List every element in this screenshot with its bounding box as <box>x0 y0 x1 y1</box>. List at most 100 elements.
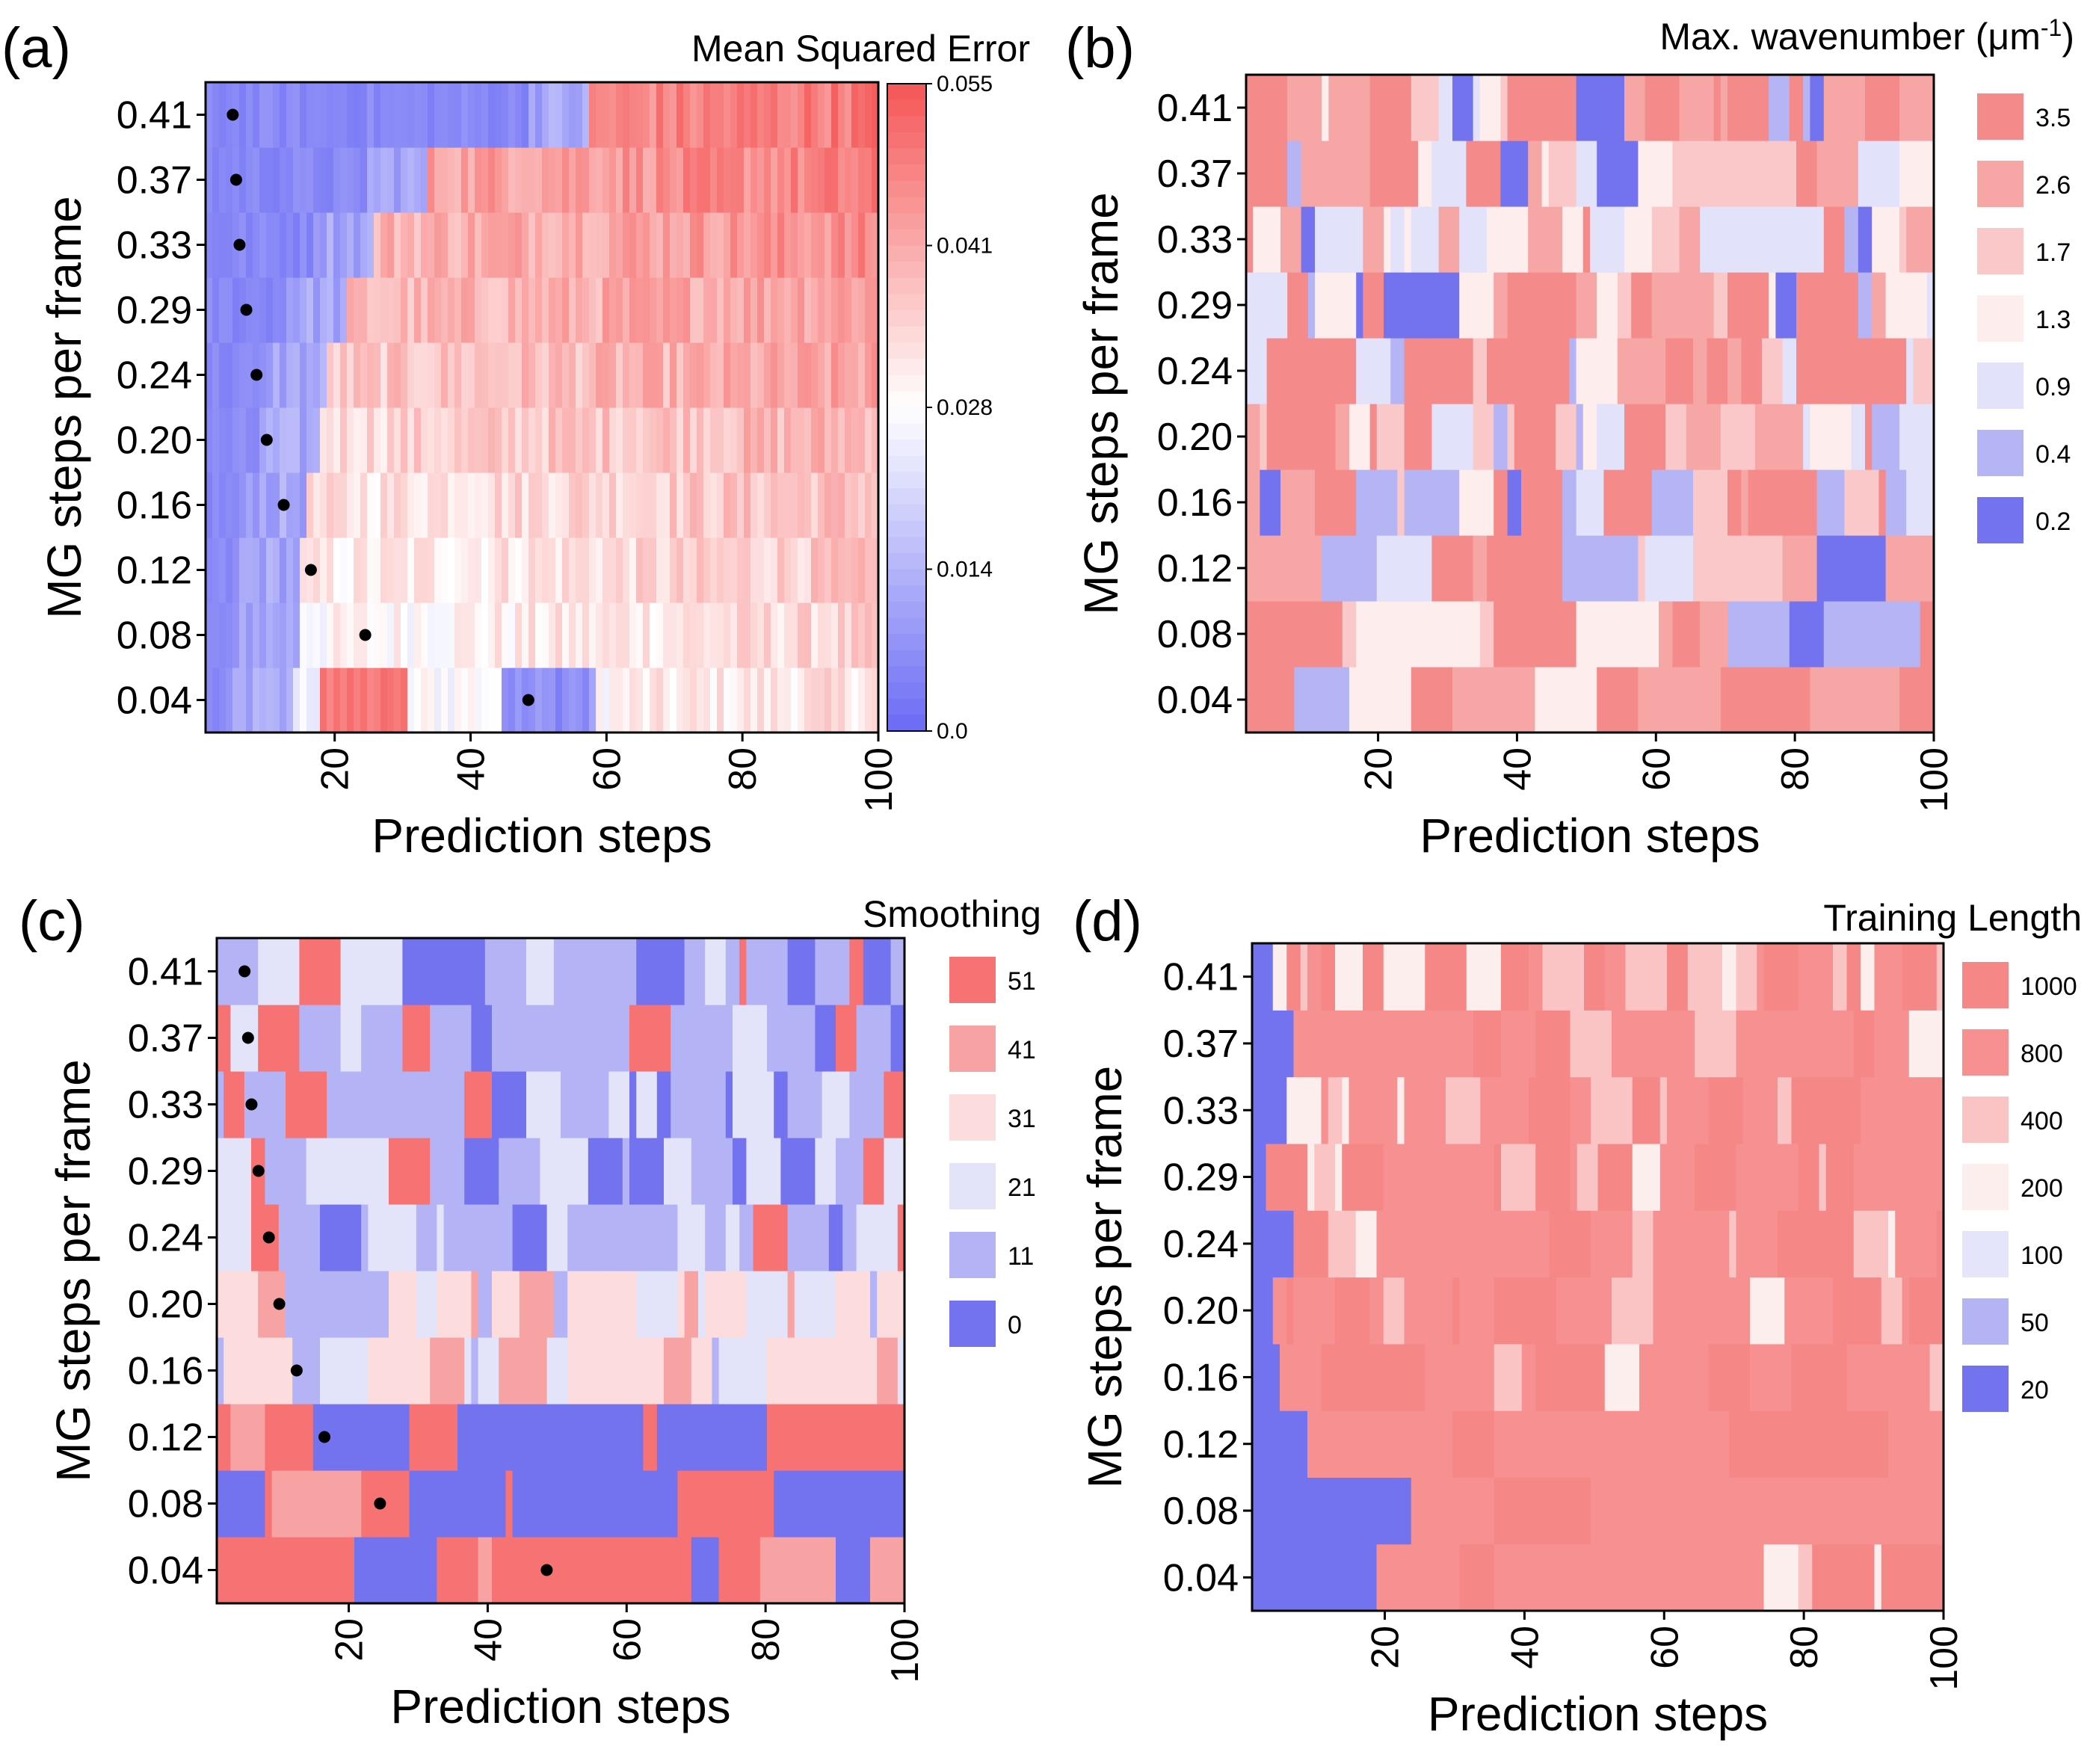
heatmap-cell <box>670 537 677 603</box>
heatmap-cell <box>703 667 711 733</box>
legend-label: 0.9 <box>2035 373 2071 401</box>
heatmap-cell <box>441 82 449 148</box>
heatmap-cell <box>750 342 758 408</box>
heatmap-cell <box>407 472 415 538</box>
x-tick-label: 40 <box>1496 747 1539 791</box>
colorbar-step <box>887 99 926 117</box>
heatmap-cell <box>710 277 718 343</box>
heatmap-cell <box>1708 1076 1744 1144</box>
legend-label: 1000 <box>2021 972 2077 1001</box>
colorbar-step <box>887 650 926 667</box>
heatmap-cell <box>1321 1076 1329 1144</box>
heatmap-cell <box>1791 1076 1827 1144</box>
heatmap-cell <box>1494 1143 1502 1211</box>
heatmap-cell <box>437 1271 472 1338</box>
heatmap-cell <box>1390 1343 1425 1411</box>
heatmap-cell <box>753 938 761 1005</box>
heatmap-cell <box>1252 1076 1260 1144</box>
heatmap-cell <box>448 407 455 473</box>
heatmap-cell <box>616 277 623 343</box>
y-tick-label: 0.24 <box>1163 1223 1239 1266</box>
x-tick-label: 20 <box>328 1618 372 1662</box>
heatmap-cell <box>1349 404 1371 470</box>
heatmap-cell <box>461 82 469 148</box>
heatmap-cell <box>212 667 220 733</box>
heatmap-cell <box>851 82 859 148</box>
heatmap-cell <box>206 212 213 278</box>
heatmap-cell <box>266 212 274 278</box>
heatmap-cell <box>1645 75 1680 141</box>
heatmap-cell <box>589 82 597 148</box>
heatmap-cell <box>656 537 664 603</box>
heatmap-cell <box>327 407 334 473</box>
optimum-marker <box>374 1497 386 1510</box>
heatmap-cell <box>1754 404 1790 470</box>
heatmap-cell <box>1638 141 1673 207</box>
heatmap-cell <box>1452 75 1474 141</box>
heatmap-cell <box>1858 141 1900 207</box>
heatmap-cell <box>286 212 294 278</box>
heatmap-cell <box>286 1071 327 1138</box>
legend-title: Smoothing <box>863 893 1041 935</box>
heatmap-cell <box>306 602 314 668</box>
heatmap-cell <box>825 147 832 213</box>
legend-title-text: Training Length <box>1823 897 2082 939</box>
heatmap-cell <box>1729 1210 1737 1278</box>
heatmap-cell <box>508 277 516 343</box>
heatmap-cell <box>825 537 832 603</box>
heatmap-cell <box>643 277 650 343</box>
heatmap-cell <box>815 1005 836 1072</box>
y-tick-label: 0.20 <box>128 1283 203 1327</box>
heatmap-cell <box>744 667 751 733</box>
heatmap-cell <box>409 1404 458 1471</box>
heatmap-cell <box>1736 1143 1778 1211</box>
heatmap-cell <box>576 147 583 213</box>
heatmap-cell <box>858 602 866 668</box>
legend-title: Max. wavenumber (μm-1) <box>1659 14 2074 58</box>
heatmap-cell <box>767 1005 789 1072</box>
heatmap-cell <box>730 277 738 343</box>
heatmap-cell <box>1796 535 1818 602</box>
heatmap-cell <box>698 1071 727 1138</box>
heatmap-cell <box>1494 404 1508 470</box>
heatmap-cell <box>246 472 253 538</box>
heatmap-cell <box>569 537 576 603</box>
heatmap-cell <box>629 407 637 473</box>
heatmap-cell <box>354 147 361 213</box>
legend-swatch <box>1962 1298 2009 1345</box>
heatmap-cell <box>246 147 253 213</box>
heatmap-cell <box>232 277 240 343</box>
heatmap-cell <box>1335 943 1363 1011</box>
heatmap-cell <box>562 537 570 603</box>
heatmap-cell <box>576 407 583 473</box>
heatmap-cell <box>1778 1210 1799 1278</box>
heatmap-cell <box>488 667 496 733</box>
heatmap-cell <box>380 537 388 603</box>
heatmap-cell <box>1729 1410 1793 1478</box>
heatmap-cell <box>602 342 610 408</box>
heatmap-cell <box>1411 1010 1433 1078</box>
heatmap-cell <box>777 472 785 538</box>
heatmap-cell <box>576 277 583 343</box>
heatmap-cell <box>300 472 307 538</box>
heatmap-cell <box>757 212 765 278</box>
heatmap-cell <box>1812 1477 1889 1545</box>
heatmap-cell <box>567 1071 609 1138</box>
heatmap-cell <box>622 1138 630 1205</box>
colorbar-step <box>887 116 926 133</box>
heatmap-cell <box>1570 1010 1612 1078</box>
heatmap-cell <box>710 667 718 733</box>
heatmap-cell <box>818 82 825 148</box>
heatmap-cell <box>448 277 455 343</box>
heatmap-cell <box>1591 1210 1633 1278</box>
heatmap-cell <box>1369 75 1412 141</box>
heatmap-cell <box>1775 272 1797 339</box>
heatmap-cell <box>730 667 738 733</box>
heatmap-cell <box>253 472 260 538</box>
heatmap-cell <box>286 82 294 148</box>
heatmap-cell <box>549 407 556 473</box>
heatmap-cell <box>535 537 543 603</box>
heatmap-cell <box>340 1271 355 1338</box>
heatmap-cell <box>703 472 711 538</box>
heatmap-cell <box>401 82 408 148</box>
